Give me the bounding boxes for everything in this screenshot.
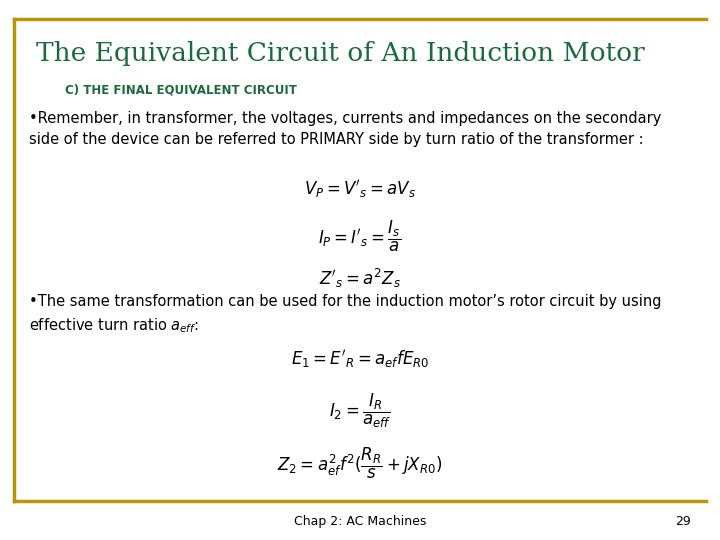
Text: $Z'_s = a^2 Z_s$: $Z'_s = a^2 Z_s$ [319,267,401,291]
Text: 29: 29 [675,515,691,528]
Text: $E_1 = E'_R = a_{ef} f E_{R0}$: $E_1 = E'_R = a_{ef} f E_{R0}$ [291,348,429,370]
Text: C) THE FINAL EQUIVALENT CIRCUIT: C) THE FINAL EQUIVALENT CIRCUIT [65,84,297,97]
Text: $I_P = I'_s = \dfrac{I_s}{a}$: $I_P = I'_s = \dfrac{I_s}{a}$ [318,219,402,254]
Text: $I_2 = \dfrac{I_R}{a_{eff}}$: $I_2 = \dfrac{I_R}{a_{eff}}$ [329,392,391,430]
Text: The Equivalent Circuit of An Induction Motor: The Equivalent Circuit of An Induction M… [36,40,644,65]
Text: $V_P = V'_s = aV_s$: $V_P = V'_s = aV_s$ [304,178,416,200]
Text: $Z_2 = a^2_{ef} f^2(\dfrac{R_R}{s} + jX_{R0})$: $Z_2 = a^2_{ef} f^2(\dfrac{R_R}{s} + jX_… [277,446,443,481]
Text: Chap 2: AC Machines: Chap 2: AC Machines [294,515,426,528]
Text: •Remember, in transformer, the voltages, currents and impedances on the secondar: •Remember, in transformer, the voltages,… [29,111,661,147]
Text: •The same transformation can be used for the induction motor’s rotor circuit by : •The same transformation can be used for… [29,294,661,335]
